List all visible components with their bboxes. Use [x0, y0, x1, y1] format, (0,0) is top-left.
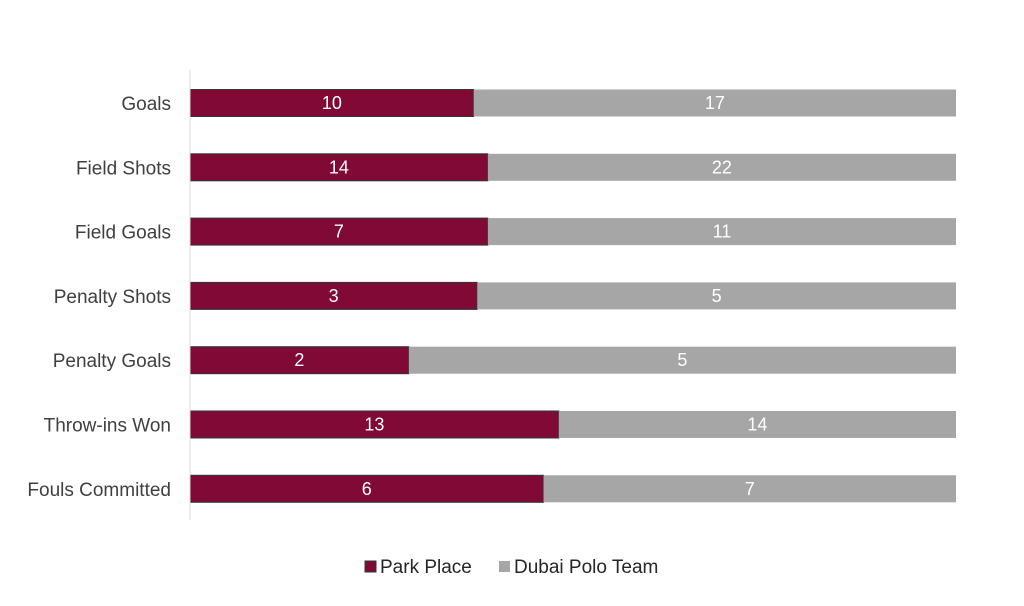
- category-label-goals: Goals: [121, 94, 171, 115]
- data-label-dubai-polo-team-throw-ins-won: 14: [747, 415, 767, 435]
- category-label-field-shots: Field Shots: [76, 158, 171, 179]
- bar-dubai-polo-team-goals: [473, 89, 956, 117]
- bar-dubai-polo-team-fouls-committed: [543, 475, 956, 503]
- legend-swatch-dubai-polo-team: [499, 561, 510, 572]
- data-label-dubai-polo-team-field-goals: 11: [713, 222, 732, 242]
- data-label-dubai-polo-team-goals: 17: [705, 93, 725, 113]
- data-label-park-place-field-goals: 7: [334, 222, 344, 242]
- data-label-dubai-polo-team-field-shots: 22: [712, 157, 732, 177]
- legend: Park Place Dubai Polo Team: [364, 557, 658, 578]
- data-label-park-place-goals: 10: [322, 93, 342, 113]
- bar-park-place-penalty-goals: [189, 346, 410, 375]
- data-label-dubai-polo-team-penalty-goals: 5: [677, 350, 687, 370]
- data-label-park-place-penalty-shots: 3: [329, 286, 339, 306]
- data-label-dubai-polo-team-penalty-shots: 5: [712, 286, 722, 306]
- bar-dubai-polo-team-penalty-shots: [477, 282, 956, 310]
- bar-dubai-polo-team-field-goals: [487, 218, 956, 246]
- bar-dubai-polo-team-throw-ins-won: [558, 411, 956, 438]
- bars-layer: 10 17 14 22 7 11 3 5 2 5 13 14 6 7: [189, 89, 956, 503]
- bar-park-place-field-shots: [189, 153, 489, 182]
- legend-swatch-park-place: [364, 560, 377, 573]
- category-label-fouls-committed: Fouls Committed: [27, 480, 171, 501]
- category-label-field-goals: Field Goals: [75, 223, 171, 244]
- data-label-park-place-penalty-goals: 2: [294, 350, 304, 370]
- data-label-park-place-field-shots: 14: [329, 157, 349, 177]
- data-label-dubai-polo-team-fouls-committed: 7: [745, 479, 755, 499]
- data-label-park-place-fouls-committed: 6: [362, 479, 372, 499]
- bar-dubai-polo-team-penalty-goals: [408, 346, 956, 374]
- bar-park-place-goals: [189, 89, 475, 117]
- legend-label-park-place: Park Place: [380, 557, 472, 578]
- data-label-park-place-throw-ins-won: 13: [364, 415, 384, 435]
- bar-park-place-throw-ins-won: [189, 410, 560, 439]
- bar-park-place-penalty-shots: [189, 281, 478, 310]
- legend-label-dubai-polo-team: Dubai Polo Team: [514, 557, 658, 578]
- category-label-throw-ins-won: Throw-ins Won: [44, 416, 171, 437]
- category-label-penalty-shots: Penalty Shots: [54, 287, 171, 308]
- category-label-penalty-goals: Penalty Goals: [53, 351, 171, 372]
- bar-dubai-polo-team-field-shots: [487, 153, 956, 181]
- category-labels: Goals Field Shots Field Goals Penalty Shots…: [27, 94, 171, 501]
